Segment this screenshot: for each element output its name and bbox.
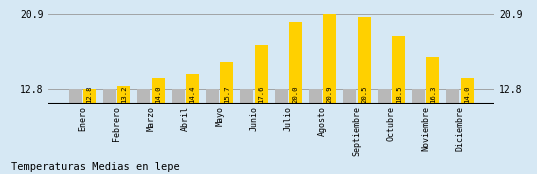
Text: 17.6: 17.6 [258,85,264,103]
Text: 15.7: 15.7 [224,85,230,103]
Text: 20.9: 20.9 [327,85,333,103]
Text: 14.0: 14.0 [465,85,470,103]
Bar [461,78,474,104]
Text: 20.5: 20.5 [361,85,367,103]
Bar [255,45,268,104]
Text: 12.8: 12.8 [86,85,92,103]
Text: 20.0: 20.0 [293,85,299,103]
Bar [186,74,199,104]
Bar [137,89,150,104]
Bar [69,89,82,104]
Bar [412,89,425,104]
Bar [392,36,405,104]
Bar [426,57,439,104]
Text: Temperaturas Medias en lepe: Temperaturas Medias en lepe [11,162,179,172]
Text: 18.5: 18.5 [396,85,402,103]
Text: 16.3: 16.3 [430,85,436,103]
Text: 14.0: 14.0 [155,85,161,103]
Bar [83,89,96,104]
Bar [103,89,116,104]
Bar [289,22,302,104]
Text: 14.4: 14.4 [190,85,195,103]
Bar [323,14,336,104]
Bar [309,89,322,104]
Bar [240,89,253,104]
Bar [446,89,459,104]
Bar [172,89,185,104]
Bar [343,89,357,104]
Bar [206,89,219,104]
Bar [220,62,234,104]
Bar [378,89,391,104]
Bar [358,17,371,104]
Bar [151,78,165,104]
Bar [118,86,130,104]
Text: 13.2: 13.2 [121,85,127,103]
Bar [274,89,288,104]
